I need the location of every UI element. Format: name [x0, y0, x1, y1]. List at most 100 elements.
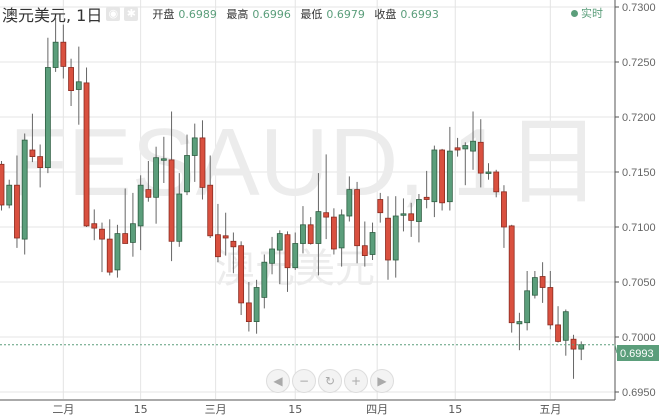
candle-body — [531, 277, 538, 296]
candle — [369, 222, 376, 260]
candle — [44, 37, 51, 174]
candle-body — [137, 184, 144, 227]
candle-body — [106, 238, 113, 273]
candle — [137, 175, 144, 251]
high-label: 最高 — [226, 8, 249, 21]
candle-body — [207, 184, 214, 237]
time-axis: 二月 15 三月 15 四月 15 五月 — [0, 399, 615, 416]
candle — [354, 181, 360, 264]
scroll-left-button[interactable]: ◀ — [266, 369, 290, 393]
candle-body — [578, 344, 585, 350]
candle — [215, 203, 221, 263]
candle — [516, 312, 523, 351]
gear-icon[interactable]: ✱ — [124, 7, 139, 21]
high-value: 0.6996 — [252, 8, 291, 21]
candle-body — [539, 276, 546, 288]
candle-body — [369, 232, 376, 255]
candle — [446, 126, 453, 211]
candle-body — [60, 41, 67, 67]
last-price-connector — [614, 344, 618, 354]
candle — [168, 111, 175, 262]
candle-body — [338, 214, 345, 249]
candle-body — [276, 233, 283, 251]
eye-icon[interactable]: ◉ — [106, 7, 121, 21]
y-tick-label: 0.7200 — [622, 112, 656, 124]
candle-body — [423, 196, 430, 200]
candle — [323, 154, 330, 240]
candle — [439, 148, 446, 211]
price-axis: 0.7300 0.7250 0.7200 0.7150 0.7100 0.7050 0.70… — [0, 0, 659, 400]
candle — [408, 202, 415, 237]
open-value: 0.6989 — [178, 8, 217, 21]
candle — [29, 113, 36, 163]
candle — [477, 119, 484, 188]
candle-body — [524, 290, 531, 324]
zoom-out-button[interactable]: − — [292, 369, 316, 393]
candle-body — [160, 158, 167, 161]
chart-navigation: ◀ − ↻ + ▶ — [266, 369, 394, 393]
candle — [153, 146, 160, 224]
candle-body — [315, 211, 322, 244]
candle — [292, 232, 299, 270]
zoom-in-button[interactable]: + — [344, 369, 368, 393]
candle — [238, 241, 245, 315]
y-tick-label: 0.7100 — [622, 222, 656, 234]
candle — [385, 196, 391, 280]
candle-body — [501, 191, 507, 228]
scroll-right-button[interactable]: ▶ — [370, 369, 394, 393]
candle — [75, 46, 82, 125]
close-value: 0.6993 — [400, 8, 439, 21]
reset-button[interactable]: ↻ — [318, 369, 342, 393]
candle-body — [454, 147, 461, 151]
candle — [423, 170, 430, 209]
grid — [0, 0, 615, 399]
candle-body — [21, 139, 28, 240]
candle-body — [416, 199, 422, 222]
candle-body — [238, 245, 245, 304]
candle-body — [470, 140, 476, 152]
candle — [160, 136, 167, 183]
candle — [338, 209, 345, 267]
candle — [462, 142, 469, 186]
candle-body — [346, 189, 353, 217]
candle — [485, 163, 492, 180]
ohlc-readout: 开盘 0.6989 最高 0.6996 最低 0.6979 收盘 0.6993 — [152, 6, 445, 22]
candle-body — [52, 41, 59, 68]
candle — [562, 309, 569, 356]
candle — [307, 217, 314, 245]
candle-body — [222, 235, 229, 239]
candle — [245, 282, 252, 332]
candle — [21, 133, 28, 255]
last-price-badge — [617, 345, 659, 361]
candle — [431, 145, 438, 218]
candle-body — [392, 215, 399, 261]
candle — [52, 18, 59, 72]
candle — [454, 137, 461, 157]
candle — [91, 209, 98, 241]
candle — [361, 221, 368, 267]
y-tick-label: 0.7000 — [622, 332, 656, 344]
candle-body — [153, 157, 160, 198]
candle-body — [493, 171, 500, 193]
candle — [83, 67, 90, 227]
candle — [330, 208, 337, 255]
candle-body — [516, 321, 523, 325]
x-tick-label: 15 — [134, 403, 148, 416]
candle — [508, 224, 515, 333]
candle-body — [508, 225, 515, 324]
candle — [0, 161, 5, 211]
live-indicator[interactable]: 实时 — [571, 5, 603, 21]
candle — [176, 173, 183, 247]
y-tick-label: 0.7300 — [622, 2, 656, 14]
candle — [253, 279, 260, 334]
candle-body — [408, 213, 415, 221]
candle — [493, 169, 500, 198]
candle-body — [307, 224, 314, 244]
y-tick-label: 0.7050 — [622, 277, 656, 289]
candle-body — [253, 287, 260, 322]
candle-body — [562, 311, 569, 341]
candle-body — [184, 155, 190, 193]
candle — [416, 194, 422, 243]
candle — [392, 196, 399, 278]
